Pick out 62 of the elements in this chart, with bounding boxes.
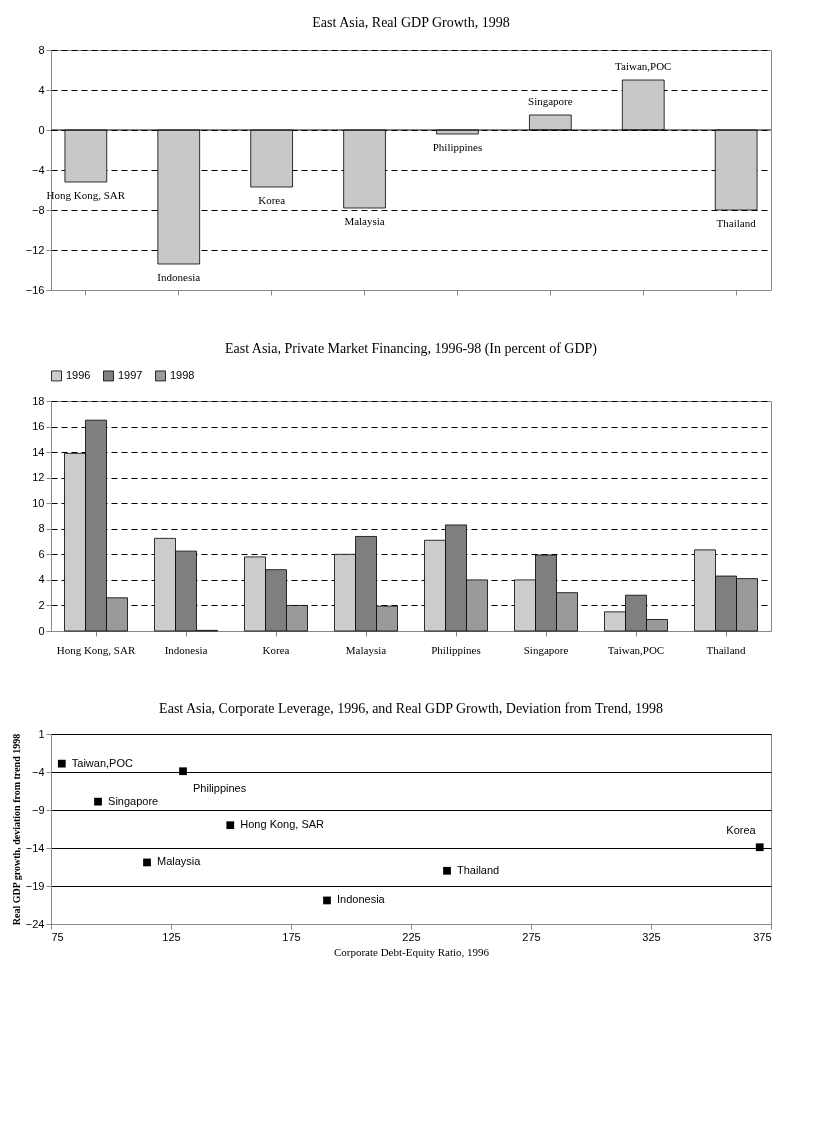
y-tick-label: 12 [32,471,45,484]
point [323,896,331,905]
x-tick-label: 175 [282,930,301,943]
legend-label: 1997 [118,368,143,381]
annotation: Indonesia [337,893,386,906]
x-tick-label: 325 [642,930,661,943]
annotation: Malaysia [157,855,202,868]
y-tick-label: −16 [25,283,45,296]
y-tick-label: −9 [31,803,45,816]
y-tick-label: −4 [31,163,45,176]
annotation: Hong Kong, SAR [240,818,325,831]
annotation: Philippines [193,782,247,795]
y-axis-title: Real GDP growth, deviation from trend 1998 [10,733,22,926]
x-tick-label: Korea [262,643,290,656]
x-tick-label: Singapore [523,643,569,656]
y-tick-label: 6 [38,547,45,560]
legend-label: 1998 [170,368,195,381]
chart-title: East Asia, Private Market Financing, 1996-98 (In percent of GDP) [224,341,598,357]
x-tick-label: 225 [402,930,421,943]
x-tick-label: Hong Kong, SAR [56,643,136,656]
chart-title: East Asia, Real GDP Growth, 1998 [312,15,510,30]
x-tick-label: 125 [162,930,181,943]
x-tick-label: 75 [51,930,64,943]
point [179,767,187,776]
annotation: Korea [726,824,757,837]
legend-label: 1996 [66,368,91,381]
y-tick-label: −24 [25,917,45,930]
y-tick-label: 1 [38,727,45,740]
y-tick-label: 8 [38,522,45,535]
x-tick-label: Indonesia [164,643,208,656]
annotation: Thailand [457,863,500,876]
point [143,858,151,867]
point [94,797,102,806]
x-tick-label: Taiwan,POC [607,643,665,656]
annotation: Singapore [108,794,159,807]
y-tick-label: 8 [38,43,45,56]
y-tick-label: −12 [25,243,45,256]
y-tick-label: 14 [32,445,45,458]
point [443,866,451,875]
y-tick-label: 18 [32,394,45,407]
y-tick-label: −4 [31,765,45,778]
y-tick-label: −19 [25,879,45,892]
x-tick-label: Philippines [431,643,481,656]
y-tick-label: 0 [38,624,45,637]
y-tick-label: −14 [25,841,45,854]
point [755,843,764,852]
x-tick-label: Malaysia [345,643,387,656]
x-axis-title: Corporate Debt-Equity Ratio, 1996 [333,945,490,958]
chart-title: East Asia, Corporate Leverage, 1996, and Real GDP Growth, Deviation from Trend, 1998 [159,701,663,716]
x-tick-label: 375 [753,930,772,943]
y-tick-label: −8 [31,203,45,216]
y-tick-label: 4 [38,573,45,586]
point [57,759,66,768]
y-tick-label: 2 [38,598,45,611]
y-tick-label: 10 [32,496,45,509]
y-tick-label: 16 [32,420,45,433]
annotation: Taiwan,POC [71,756,133,769]
point [226,821,235,830]
y-tick-label: 0 [38,123,45,136]
x-tick-label: 275 [522,930,541,943]
y-tick-label: 4 [38,83,45,96]
x-tick-label: Thailand [706,643,747,656]
